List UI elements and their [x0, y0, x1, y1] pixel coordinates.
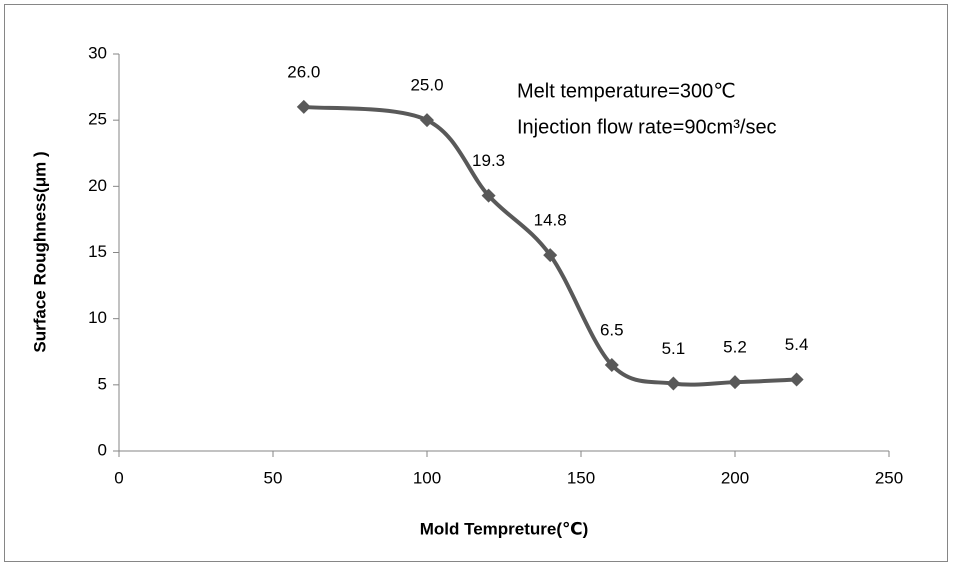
- marker: [296, 99, 311, 114]
- chart-border: [4, 4, 948, 562]
- data-label: 5.4: [785, 335, 809, 354]
- y-tick-label: 15: [88, 242, 107, 261]
- y-tick-label: 10: [88, 308, 107, 327]
- annotation: Injection flow rate=90cm³/sec: [517, 116, 777, 138]
- x-tick-label: 0: [114, 468, 123, 487]
- data-label: 26.0: [287, 62, 320, 81]
- x-axis-title: Mold Tempreture(℃): [420, 519, 589, 538]
- x-tick-label: 250: [875, 468, 903, 487]
- annotation: Melt temperature=300℃: [517, 80, 736, 102]
- x-tick-label: 150: [567, 468, 595, 487]
- data-label: 19.3: [472, 151, 505, 170]
- y-tick-label: 25: [88, 110, 107, 129]
- x-tick-label: 200: [721, 468, 749, 487]
- y-tick-label: 0: [98, 440, 107, 459]
- marker: [604, 357, 619, 372]
- y-tick-label: 5: [98, 374, 107, 393]
- marker: [543, 248, 558, 263]
- marker: [728, 375, 742, 390]
- x-tick-label: 100: [413, 468, 441, 487]
- y-tick-label: 20: [88, 176, 107, 195]
- y-tick-label: 30: [88, 43, 107, 62]
- data-label: 14.8: [534, 211, 567, 230]
- data-label: 6.5: [600, 320, 624, 339]
- y-axis-title: Surface Roughness(μm ): [30, 151, 49, 352]
- data-label: 25.0: [410, 76, 443, 95]
- x-tick-label: 50: [264, 468, 283, 487]
- data-label: 5.1: [662, 339, 686, 358]
- marker: [481, 188, 496, 203]
- marker: [789, 372, 804, 387]
- data-label: 5.2: [723, 338, 747, 357]
- marker: [666, 376, 681, 391]
- marker: [420, 113, 434, 128]
